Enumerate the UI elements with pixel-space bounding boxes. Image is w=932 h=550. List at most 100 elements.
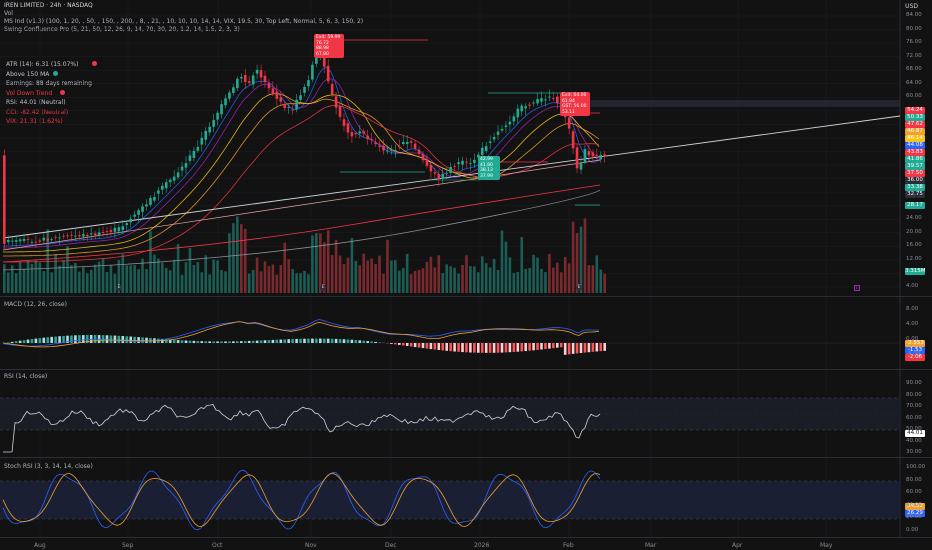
volume-bar	[378, 255, 381, 293]
macd-histogram-bar	[398, 343, 401, 345]
volume-bar	[172, 259, 176, 293]
candle-body	[326, 65, 330, 82]
candle-body	[192, 150, 196, 158]
macd-line	[2, 319, 599, 347]
price-tag: 39.57	[905, 163, 925, 170]
candle-body	[394, 150, 397, 151]
earnings-marker-future[interactable]: E	[854, 285, 860, 291]
panel-divider[interactable]	[0, 369, 932, 370]
macd-histogram-bar	[267, 340, 271, 343]
candle-body	[30, 241, 34, 243]
volume-bar	[240, 224, 243, 293]
earnings-marker[interactable]: E	[116, 285, 122, 291]
macd-histogram-bar	[354, 340, 358, 343]
candle-body	[6, 239, 10, 243]
macd-histogram-bar	[243, 341, 247, 343]
panel-divider[interactable]	[0, 457, 932, 458]
candle-body	[390, 149, 393, 151]
volume-bar	[583, 218, 587, 293]
candle-body	[279, 97, 283, 102]
rsi-title[interactable]: RSI (14, close)	[4, 373, 48, 380]
status-row: RSI: 44.01 (Neutral)	[6, 99, 66, 106]
volume-bar	[315, 233, 318, 293]
candle-body	[295, 99, 298, 110]
candle-body	[311, 64, 314, 80]
price-tag: 33.38	[905, 184, 925, 191]
earnings-marker[interactable]: E	[576, 285, 582, 291]
volume-bar	[599, 269, 603, 293]
candle-body	[330, 84, 334, 95]
candle-body	[595, 154, 599, 156]
ms-indicator-legend[interactable]: MS Ind (v1.3) (100, 1, 20, , 50, , 150, …	[4, 18, 364, 25]
volume-bar	[247, 273, 251, 293]
volume-bar	[429, 256, 433, 293]
moving-average-line	[3, 78, 600, 249]
candle-body	[484, 146, 488, 152]
volume-legend[interactable]: Vol	[4, 10, 13, 17]
volume-bar	[85, 273, 89, 293]
volume-bar	[374, 263, 377, 293]
volume-bar	[362, 253, 366, 293]
candle-body	[575, 147, 579, 169]
macd-histogram-bar	[366, 341, 369, 343]
macd-histogram-bar	[394, 343, 397, 345]
macd-title[interactable]: MACD (12, 26, close)	[4, 301, 67, 308]
currency-label[interactable]: USD	[905, 3, 918, 10]
panel-divider[interactable]	[0, 296, 932, 297]
candle-body	[216, 112, 219, 120]
macd-histogram-bar	[425, 343, 429, 349]
macd-histogram-bar	[141, 337, 144, 343]
volume-bar	[575, 233, 579, 293]
volume-bar	[176, 244, 180, 293]
candle-body	[548, 96, 551, 98]
axis-tick-label: -4.00	[906, 351, 921, 357]
tooltip-line: 61.94	[562, 98, 575, 104]
volume-bar	[299, 273, 302, 293]
volume-bar	[18, 262, 22, 293]
volume-bar	[243, 228, 247, 293]
volume-bar	[101, 258, 105, 293]
time-tick-label: Aug	[34, 542, 46, 549]
volume-bar	[567, 263, 571, 293]
candle-body	[417, 149, 421, 154]
candle-body	[322, 53, 326, 67]
candle-body	[283, 104, 287, 109]
macd-histogram-bar	[401, 343, 405, 346]
volume-bar	[97, 261, 101, 293]
candle-body	[556, 96, 559, 104]
earnings-marker[interactable]: E	[320, 285, 326, 291]
macd-histogram-bar	[125, 336, 129, 343]
candle-body	[78, 235, 81, 237]
candle-body	[93, 233, 97, 236]
volume-bar	[504, 241, 508, 293]
candle-body	[66, 235, 69, 237]
candle-body	[583, 149, 587, 162]
macd-histogram-bar	[14, 341, 18, 343]
candle-body	[184, 163, 188, 168]
symbol-title: IREN LIMITED · 24h · NASDAQ	[4, 2, 93, 9]
candle-body	[346, 123, 350, 133]
candle-body	[437, 174, 441, 180]
macd-histogram-bar	[113, 335, 117, 343]
price-tag: 50.33	[905, 114, 925, 121]
price-tag: 54.24	[905, 107, 925, 114]
candle-body	[544, 99, 547, 101]
candle-body	[200, 137, 204, 145]
macd-histogram-bar	[247, 340, 251, 343]
volume-bar	[508, 257, 512, 293]
candle-body	[378, 145, 381, 147]
macd-histogram-bar	[532, 343, 535, 351]
stoch-rsi-title[interactable]: Stoch RSI (3, 3, 14, 14, close)	[4, 463, 93, 470]
macd-histogram-bar	[453, 343, 456, 352]
volume-bar	[263, 261, 267, 293]
candle-body	[172, 176, 176, 181]
candle-body	[287, 106, 290, 108]
macd-histogram-bar	[42, 337, 46, 343]
volume-bar	[571, 221, 575, 293]
macd-histogram-bar	[66, 335, 69, 343]
macd-histogram-bar	[263, 340, 267, 343]
candle-body	[552, 98, 555, 99]
axis-tick-label: 80.00	[906, 391, 922, 398]
